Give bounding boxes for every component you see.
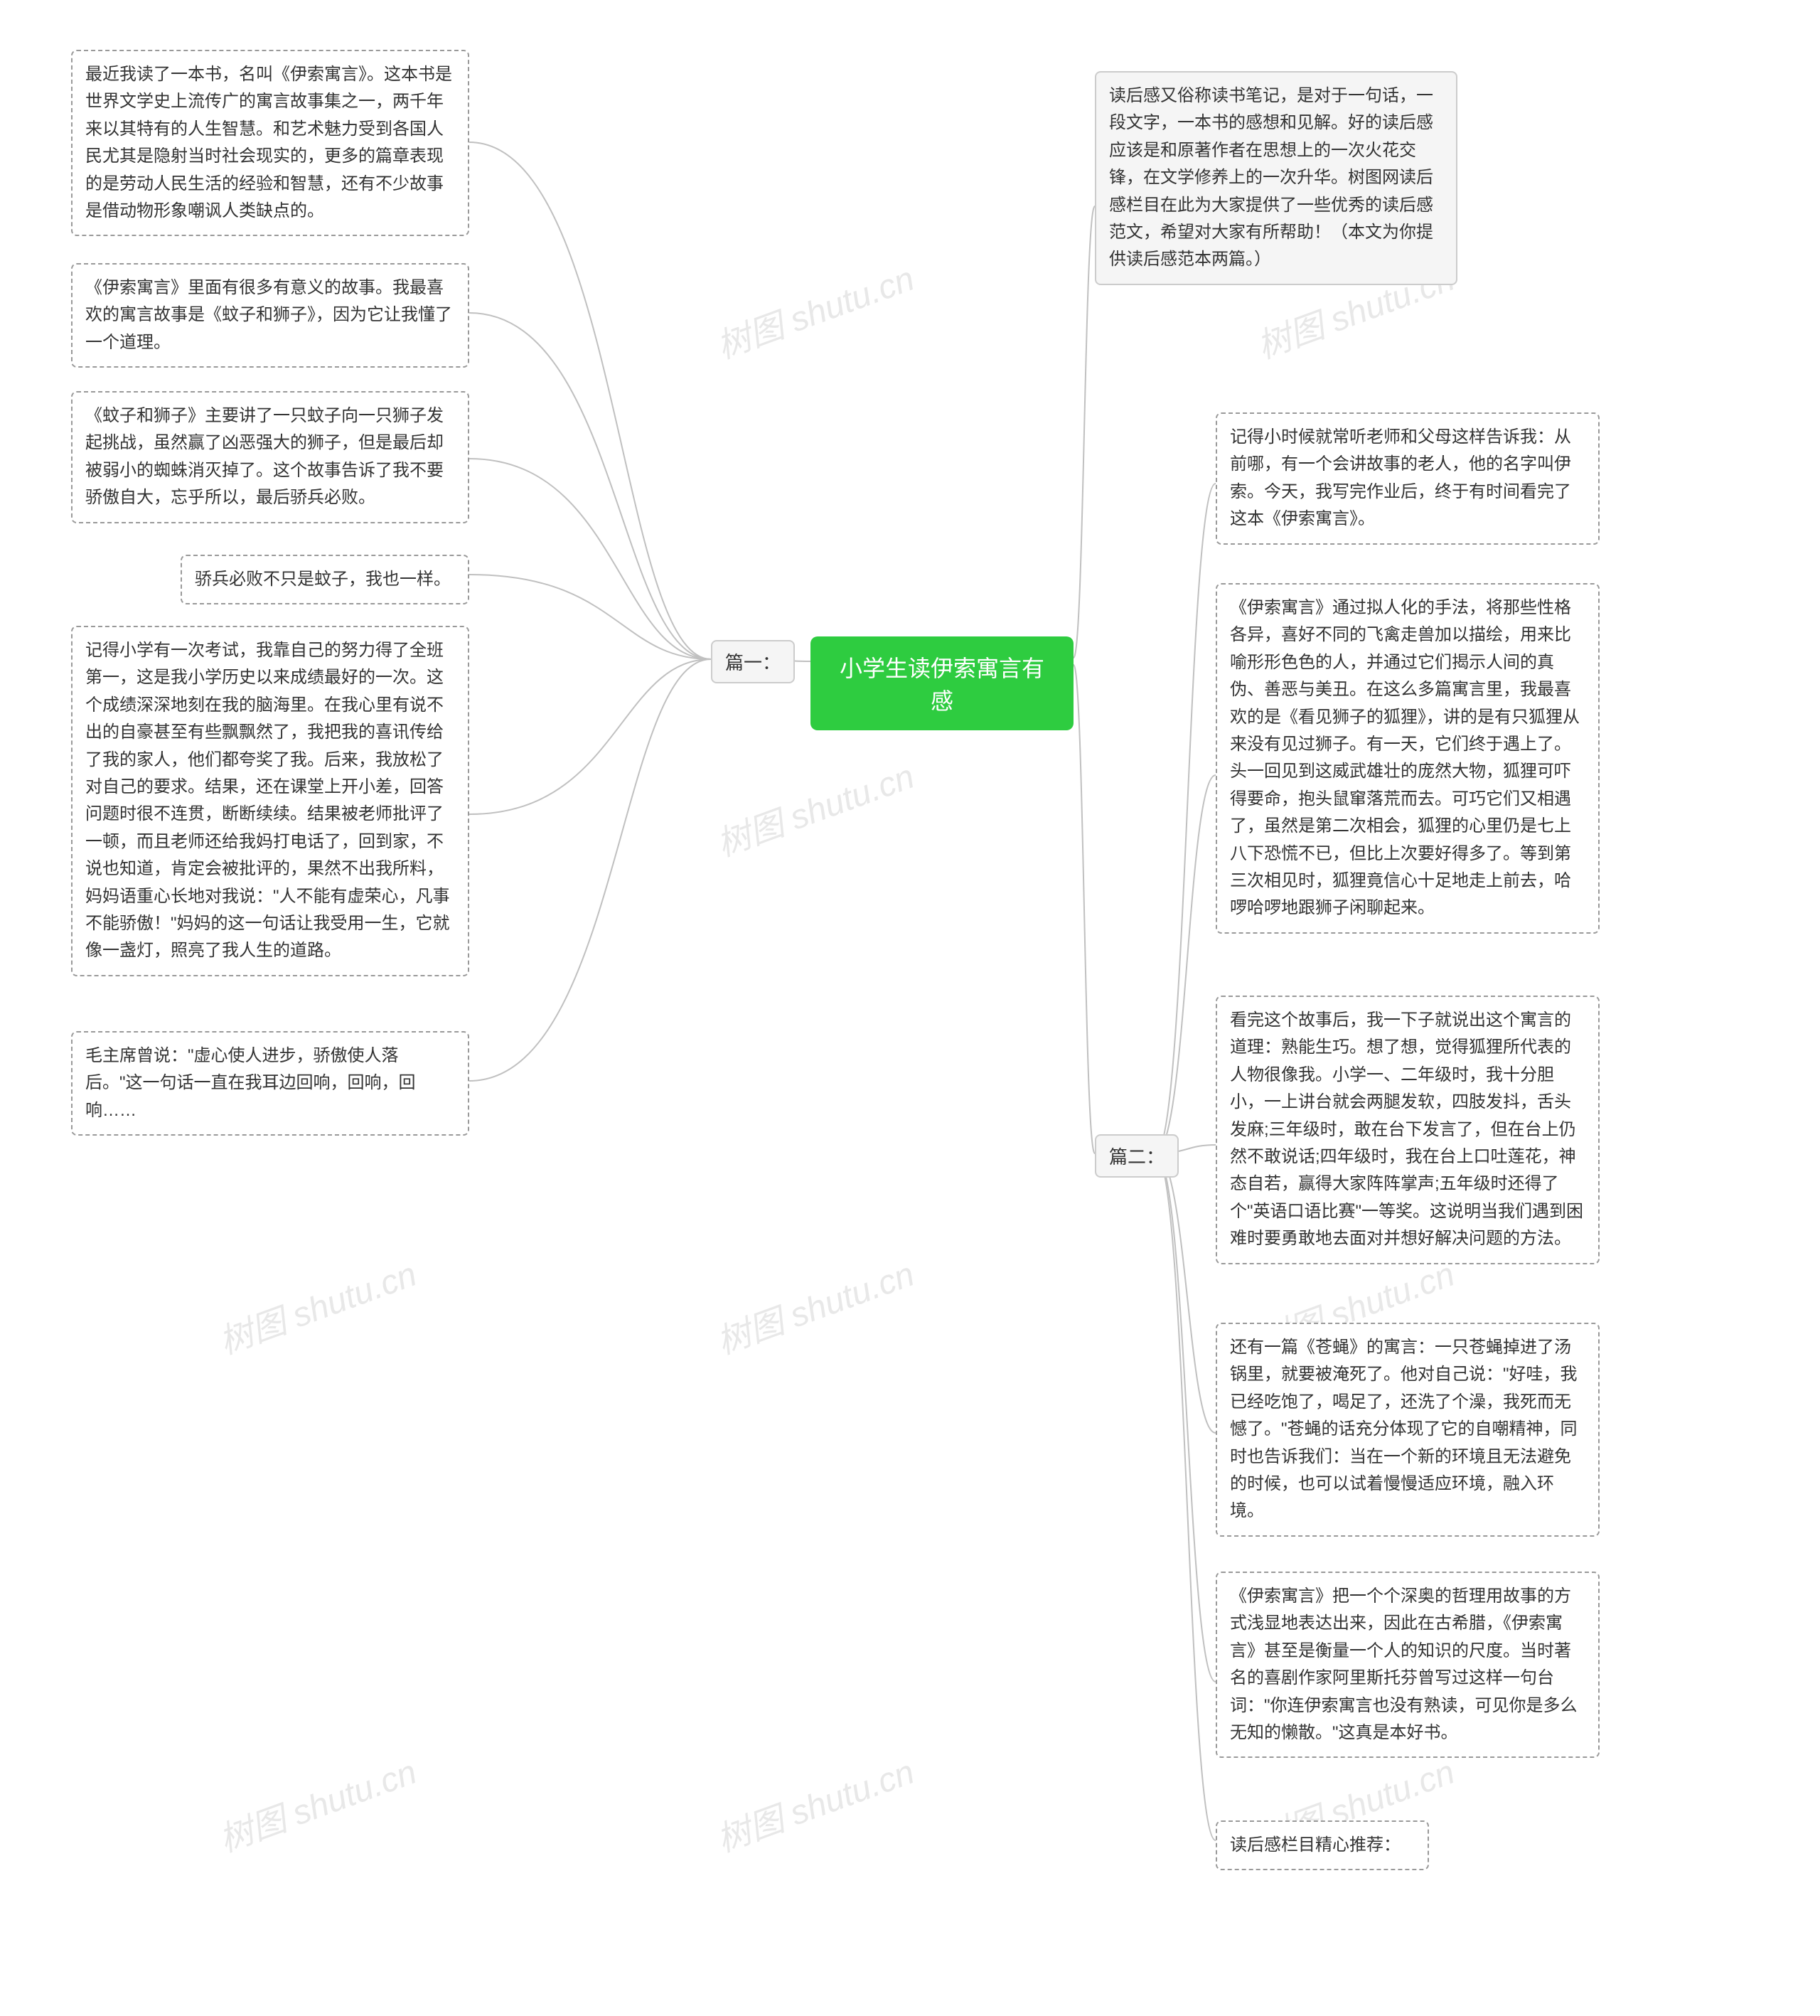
branch1-item-text: 《蚊子和狮子》主要讲了一只蚊子向一只狮子发起挑战，虽然赢了凶恶强大的狮子，但是最… xyxy=(85,406,444,507)
branch2-item[interactable]: 记得小时候就常听老师和父母这样告诉我：从前哪，有一个会讲故事的老人，他的名字叫伊… xyxy=(1216,412,1600,545)
branch1-label-text: 篇一： xyxy=(725,652,781,673)
branch2-item[interactable]: 还有一篇《苍蝇》的寓言：一只苍蝇掉进了汤锅里，就要被淹死了。他对自己说："好哇，… xyxy=(1216,1323,1600,1537)
branch2-label-text: 篇二： xyxy=(1109,1146,1165,1168)
watermark: 树图 shutu.cn xyxy=(709,1744,920,1861)
branch1-item[interactable]: 记得小学有一次考试，我靠自己的努力得了全班第一，这是我小学历史以来成绩最好的一次… xyxy=(71,626,469,976)
branch1-item[interactable]: 《伊索寓言》里面有很多有意义的故事。我最喜欢的寓言故事是《蚊子和狮子》，因为它让… xyxy=(71,263,469,368)
watermark: 树图 shutu.cn xyxy=(709,250,920,368)
intro-node[interactable]: 读后感又俗称读书笔记，是对于一句话，一段文字，一本书的感想和见解。好的读后感应该… xyxy=(1095,71,1457,285)
watermark: 树图 shutu.cn xyxy=(709,1246,920,1363)
branch1-item-text: 《伊索寓言》里面有很多有意义的故事。我最喜欢的寓言故事是《蚊子和狮子》，因为它让… xyxy=(85,278,452,352)
branch1-label[interactable]: 篇一： xyxy=(711,640,795,683)
intro-text: 读后感又俗称读书笔记，是对于一句话，一段文字，一本书的感想和见解。好的读后感应该… xyxy=(1109,86,1433,269)
branch2-item-text: 看完这个故事后，我一下子就说出这个寓言的道理：熟能生巧。想了想，觉得狐狸所代表的… xyxy=(1230,1010,1583,1248)
branch2-item[interactable]: 《伊索寓言》把一个个深奥的哲理用故事的方式浅显地表达出来，因此在古希腊，《伊索寓… xyxy=(1216,1572,1600,1758)
branch2-label[interactable]: 篇二： xyxy=(1095,1134,1179,1178)
branch2-item-text: 记得小时候就常听老师和父母这样告诉我：从前哪，有一个会讲故事的老人，他的名字叫伊… xyxy=(1230,427,1571,528)
branch2-item-text: 《伊索寓言》把一个个深奥的哲理用故事的方式浅显地表达出来，因此在古希腊，《伊索寓… xyxy=(1230,1586,1578,1742)
branch2-item[interactable]: 读后感栏目精心推荐： xyxy=(1216,1820,1429,1870)
branch1-item[interactable]: 《蚊子和狮子》主要讲了一只蚊子向一只狮子发起挑战，虽然赢了凶恶强大的狮子，但是最… xyxy=(71,391,469,523)
branch1-item[interactable]: 最近我读了一本书，名叫《伊索寓言》。这本书是世界文学史上流传广的寓言故事集之一，… xyxy=(71,50,469,236)
branch1-item-text: 骄兵必败不只是蚊子，我也一样。 xyxy=(195,570,451,589)
watermark: 树图 shutu.cn xyxy=(211,1744,422,1861)
center-title: 小学生读伊索寓言有感 xyxy=(840,656,1044,714)
branch2-item-text: 《伊索寓言》通过拟人化的手法，将那些性格各异，喜好不同的飞禽走兽加以描绘，用来比… xyxy=(1230,598,1580,917)
branch1-item-text: 最近我读了一本书，名叫《伊索寓言》。这本书是世界文学史上流传广的寓言故事集之一，… xyxy=(85,65,452,220)
branch1-item-text: 毛主席曾说："虚心使人进步，骄傲使人落后。"这一句话一直在我耳边回响，回响，回响… xyxy=(85,1046,416,1120)
watermark: 树图 shutu.cn xyxy=(211,1246,422,1363)
branch1-item-text: 记得小学有一次考试，我靠自己的努力得了全班第一，这是我小学历史以来成绩最好的一次… xyxy=(85,641,450,960)
branch2-item[interactable]: 看完这个故事后，我一下子就说出这个寓言的道理：熟能生巧。想了想，觉得狐狸所代表的… xyxy=(1216,996,1600,1264)
branch2-item-text: 还有一篇《苍蝇》的寓言：一只苍蝇掉进了汤锅里，就要被淹死了。他对自己说："好哇，… xyxy=(1230,1338,1578,1520)
watermark: 树图 shutu.cn xyxy=(709,748,920,865)
branch2-item[interactable]: 《伊索寓言》通过拟人化的手法，将那些性格各异，喜好不同的飞禽走兽加以描绘，用来比… xyxy=(1216,583,1600,934)
branch2-item-text: 读后感栏目精心推荐： xyxy=(1230,1835,1401,1855)
branch1-item[interactable]: 骄兵必败不只是蚊子，我也一样。 xyxy=(181,555,469,604)
center-node[interactable]: 小学生读伊索寓言有感 xyxy=(810,636,1074,730)
branch1-item[interactable]: 毛主席曾说："虚心使人进步，骄傲使人落后。"这一句话一直在我耳边回响，回响，回响… xyxy=(71,1031,469,1136)
